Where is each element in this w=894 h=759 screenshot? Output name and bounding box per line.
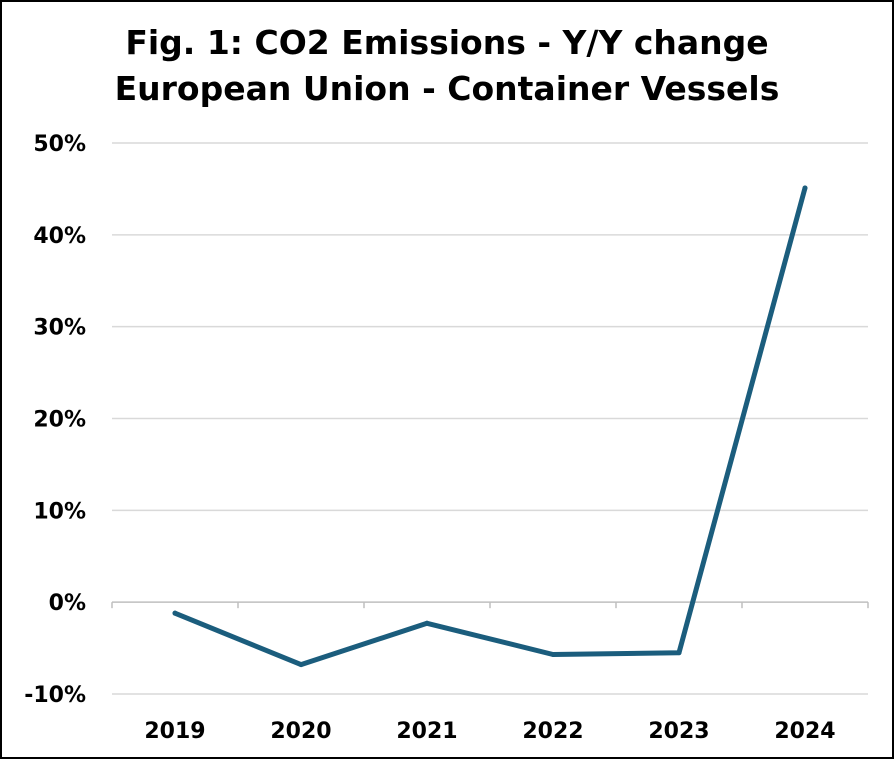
y-tick-label: 40%: [33, 224, 86, 249]
data-point-2019: [172, 610, 178, 616]
x-tick-label-2024: 2024: [774, 719, 835, 744]
x-tick-label-2019: 2019: [144, 719, 205, 744]
data-point-2023: [676, 650, 682, 656]
chart-title-line-1: Fig. 1: CO2 Emissions - Y/Y change: [125, 23, 769, 62]
y-tick-label: -10%: [24, 683, 86, 708]
series-line-0: [172, 185, 808, 668]
y-tick-label: 50%: [33, 132, 86, 157]
y-tick-label: 0%: [49, 591, 86, 616]
chart-title-line-2: European Union - Container Vessels: [114, 69, 780, 108]
x-tick-label-2020: 2020: [270, 719, 331, 744]
x-tick-label-2023: 2023: [648, 719, 709, 744]
y-tick-label: 20%: [33, 408, 86, 433]
chart-title: Fig. 1: CO2 Emissions - Y/Y change Europ…: [2, 20, 892, 112]
y-tick-label: 10%: [33, 499, 86, 524]
x-tick-label-2022: 2022: [522, 719, 583, 744]
data-point-2020: [298, 662, 304, 668]
data-point-2022: [550, 652, 556, 658]
y-tick-label: 30%: [33, 316, 86, 341]
data-point-2021: [424, 620, 430, 626]
x-tick-label-2021: 2021: [396, 719, 457, 744]
data-point-2024: [802, 185, 808, 191]
